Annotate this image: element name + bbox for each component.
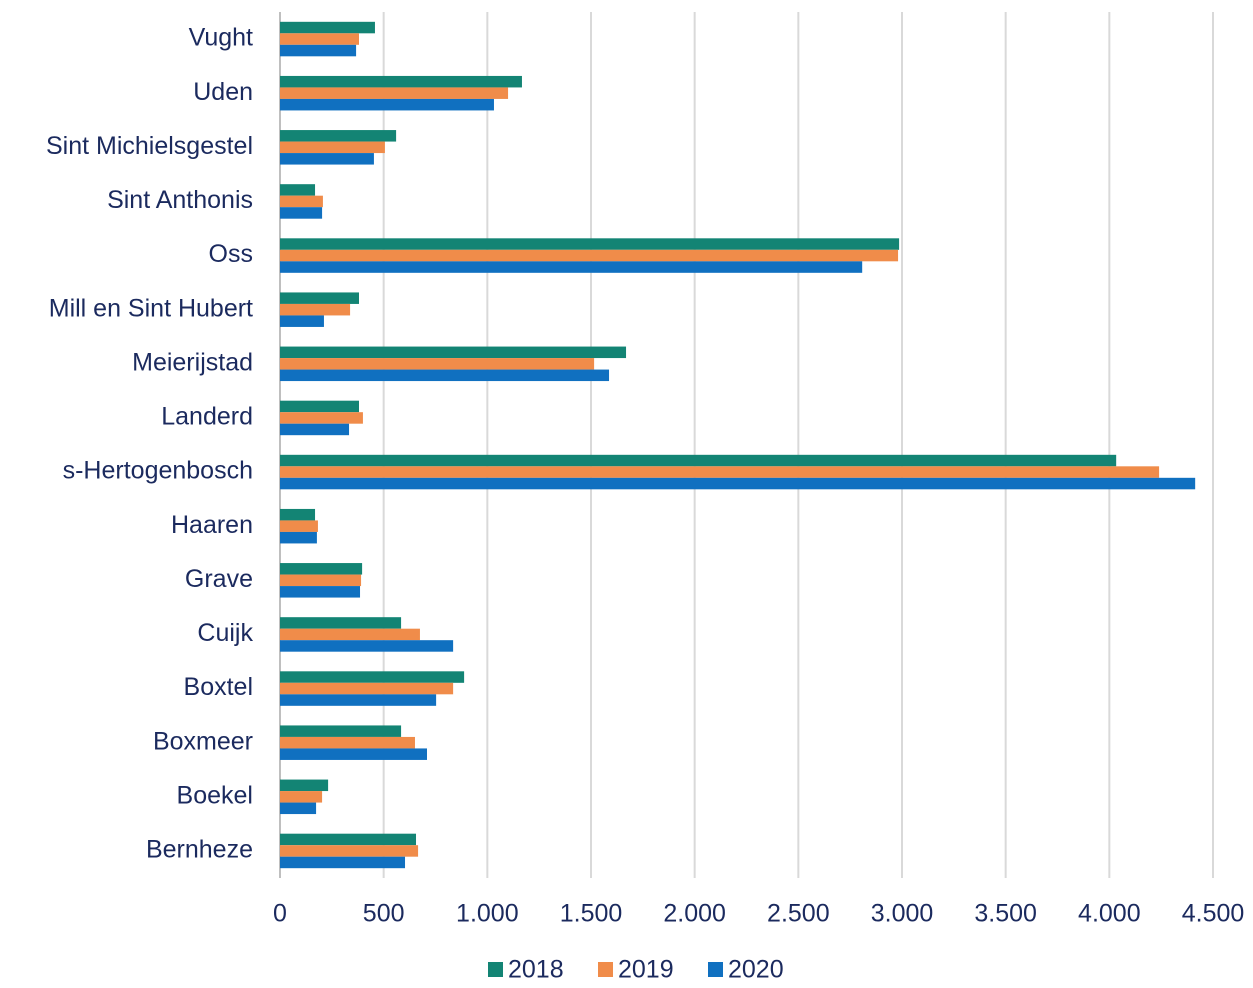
bar xyxy=(280,671,465,683)
bar xyxy=(280,153,374,165)
bar xyxy=(280,141,385,154)
bar xyxy=(280,454,1117,467)
x-tick-label: 4.500 xyxy=(1182,900,1245,928)
x-tick-label: 3.500 xyxy=(974,900,1037,928)
y-tick-label: Sint Michielsgestel xyxy=(46,132,253,160)
bar xyxy=(280,694,437,706)
x-tick-label: 3.000 xyxy=(871,900,934,928)
legend-label: 2019 xyxy=(618,956,674,983)
bar xyxy=(280,640,454,652)
bar xyxy=(280,315,324,327)
y-tick-label: Mill en Sint Hubert xyxy=(49,294,253,322)
bar xyxy=(280,617,402,629)
bar xyxy=(280,628,420,641)
y-tick-label: Uden xyxy=(193,78,253,106)
y-tick-label: Cuijk xyxy=(197,619,253,647)
bar xyxy=(280,725,402,737)
bar xyxy=(280,346,627,359)
legend-swatch xyxy=(488,962,503,977)
x-tick-label: 1.000 xyxy=(456,900,519,928)
bar xyxy=(280,563,363,575)
bar xyxy=(280,736,415,749)
bar xyxy=(280,466,1160,478)
x-tick-label: 4.000 xyxy=(1078,900,1141,928)
bar xyxy=(280,75,522,88)
bar xyxy=(280,779,329,792)
bar xyxy=(280,292,359,304)
bar xyxy=(280,531,317,544)
bar xyxy=(280,87,509,99)
bar xyxy=(280,195,323,208)
bar xyxy=(280,508,316,521)
bar xyxy=(280,33,359,45)
bar xyxy=(280,400,359,413)
y-tick-label: Sint Anthonis xyxy=(107,186,253,214)
bar xyxy=(280,369,610,382)
bar xyxy=(280,586,361,598)
bar xyxy=(280,358,595,370)
bar xyxy=(280,207,323,219)
y-tick-label: Meierijstad xyxy=(132,348,253,376)
legend-label: 2020 xyxy=(728,956,784,983)
bar xyxy=(280,520,318,532)
legend-swatch xyxy=(598,962,613,977)
legend-swatch xyxy=(708,962,723,977)
y-tick-label: Landerd xyxy=(161,403,253,431)
bar xyxy=(280,833,417,846)
x-tick-label: 2.500 xyxy=(767,900,830,928)
bar xyxy=(280,238,900,250)
bar xyxy=(280,98,494,111)
bar xyxy=(280,130,397,142)
bar xyxy=(280,249,899,262)
y-tick-label: Haaren xyxy=(171,511,253,539)
y-tick-label: Bernheze xyxy=(146,836,253,864)
y-tick-label: Vught xyxy=(189,24,253,52)
bar xyxy=(280,802,317,815)
x-tick-label: 1.500 xyxy=(560,900,623,928)
y-tick-label: Oss xyxy=(209,240,253,268)
bar xyxy=(280,423,350,436)
bar xyxy=(280,184,316,196)
bar xyxy=(280,477,1196,490)
bar xyxy=(280,748,427,760)
bar xyxy=(280,856,406,869)
bar xyxy=(280,791,323,803)
y-tick-label: Boxmeer xyxy=(153,727,253,755)
y-tick-label: Boekel xyxy=(177,781,253,809)
y-tick-label: s-Hertogenbosch xyxy=(63,457,253,485)
y-tick-label: Grave xyxy=(185,565,253,593)
x-tick-label: 500 xyxy=(363,900,405,928)
legend-label: 2018 xyxy=(508,956,564,983)
bar xyxy=(280,21,375,34)
bar xyxy=(280,412,363,424)
bar xyxy=(280,845,419,857)
bar xyxy=(280,261,863,273)
x-tick-label: 0 xyxy=(273,900,287,928)
x-tick-label: 2.000 xyxy=(663,900,726,928)
bar xyxy=(280,682,454,695)
bar xyxy=(280,574,362,587)
bar xyxy=(280,44,357,57)
bar xyxy=(280,303,351,316)
y-tick-label: Boxtel xyxy=(184,673,253,701)
